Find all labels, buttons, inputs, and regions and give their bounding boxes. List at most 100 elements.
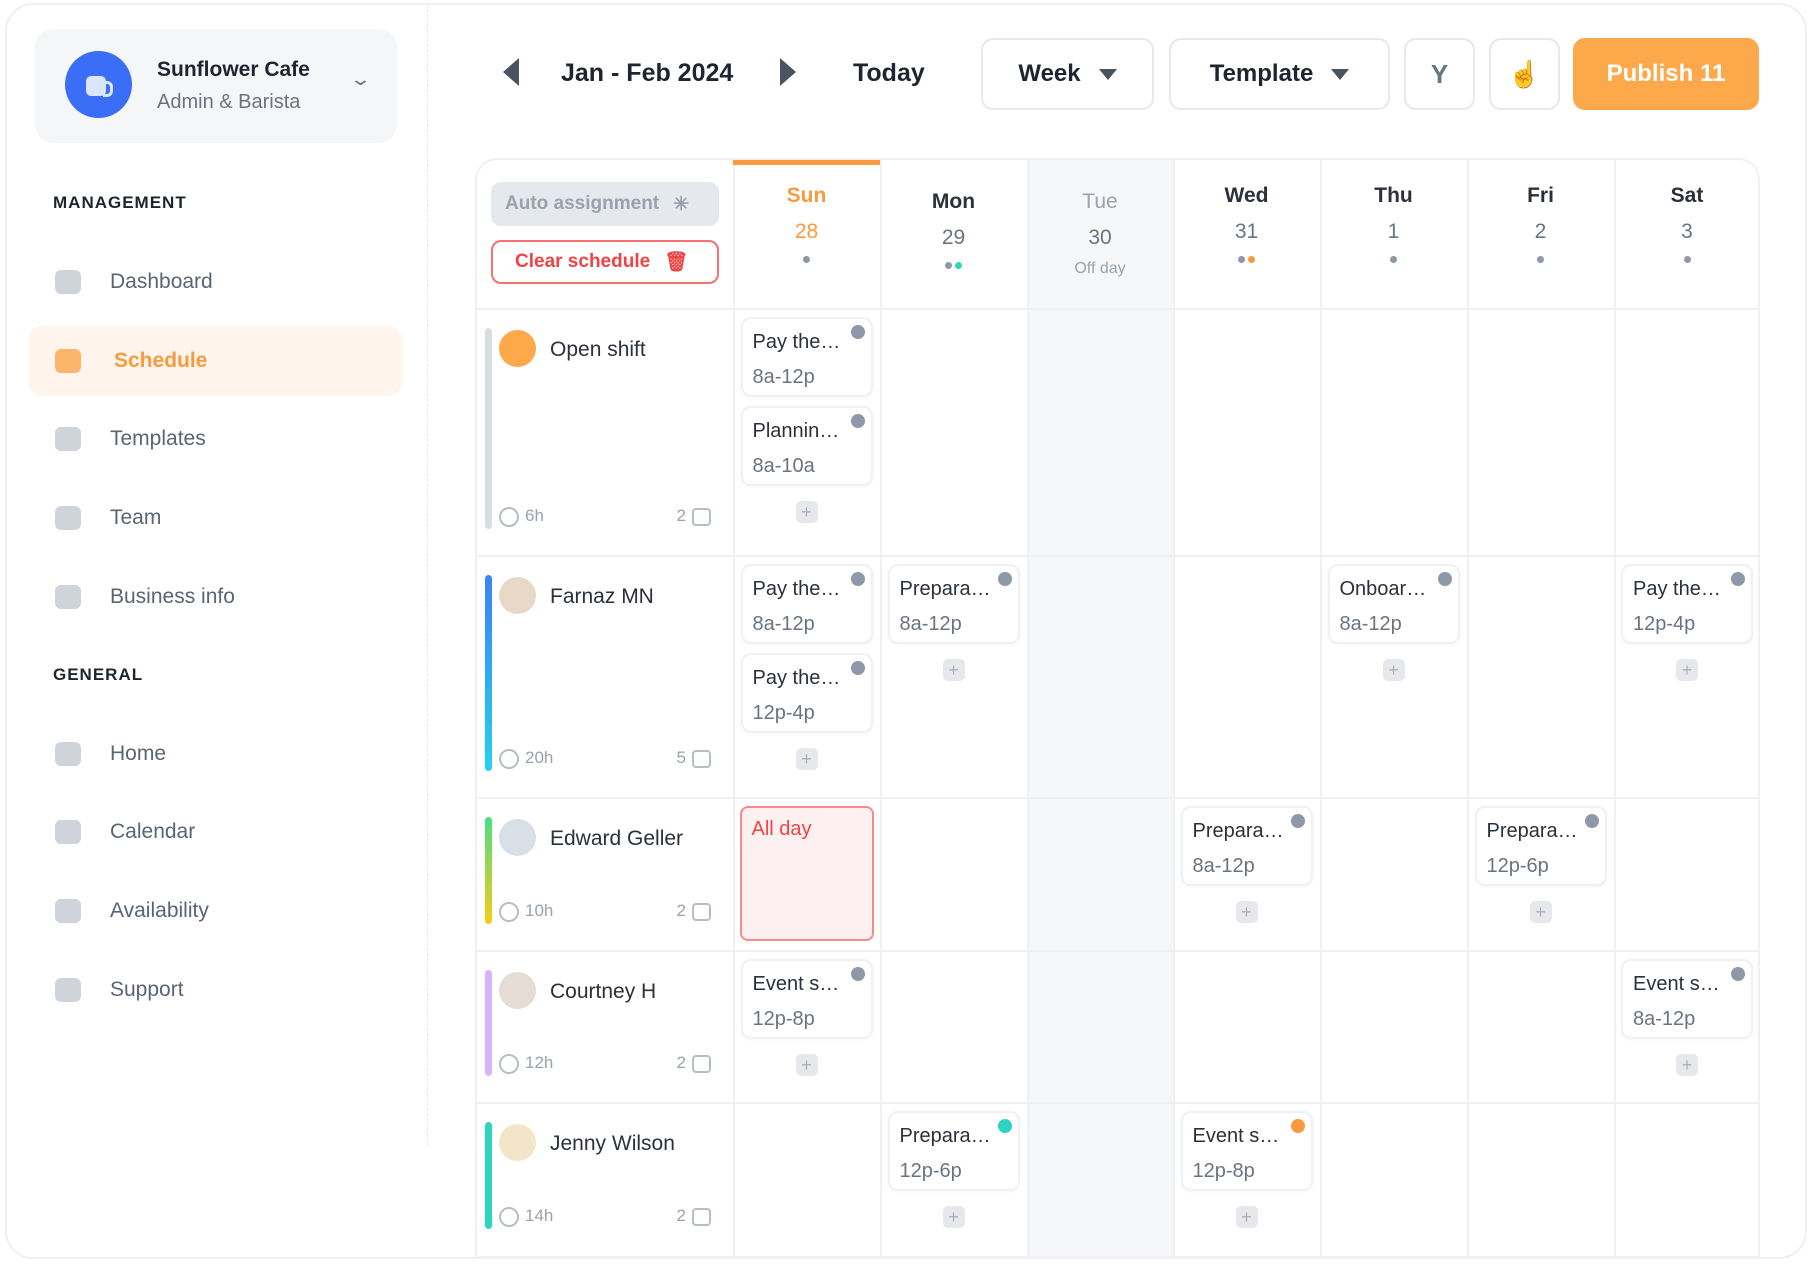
- sidebar-item-home[interactable]: Home: [28, 719, 402, 789]
- schedule-cell[interactable]: Event s… 8a-12p +: [1614, 950, 1758, 1102]
- schedule-cell[interactable]: Pay the… 8a-12p Pay the… 12p-4p +: [733, 555, 880, 797]
- employee-row-header[interactable]: Farnaz MN 20h 5: [477, 555, 735, 797]
- schedule-cell[interactable]: [1027, 797, 1173, 950]
- shift-card[interactable]: Event s… 8a-12p: [1621, 959, 1753, 1039]
- schedule-cell[interactable]: [1614, 797, 1758, 950]
- auto-assignment-button[interactable]: Auto assignment ✳: [491, 182, 719, 226]
- color-bar: [485, 817, 492, 924]
- shift-count: 2: [676, 901, 686, 921]
- schedule-cell[interactable]: [1467, 308, 1614, 555]
- schedule-cell[interactable]: [1173, 308, 1320, 555]
- schedule-cell[interactable]: Pay the… 8a-12p Plannin… 8a-10a +: [733, 308, 880, 555]
- today-button[interactable]: Today: [853, 59, 925, 87]
- sidebar-item-calendar[interactable]: Calendar: [28, 797, 402, 867]
- schedule-cell[interactable]: Onboar… 8a-12p +: [1320, 555, 1467, 797]
- sidebar-item-support[interactable]: Support: [28, 955, 402, 1025]
- day-header-sat[interactable]: Sat 3: [1614, 160, 1758, 308]
- schedule-cell[interactable]: [1027, 308, 1173, 555]
- day-header-wed[interactable]: Wed 31: [1173, 160, 1320, 308]
- shift-card[interactable]: Prepara… 8a-12p: [1180, 806, 1313, 886]
- date-range: Jan - Feb 2024: [561, 59, 734, 87]
- day-header-tue[interactable]: Tue 30 Off day: [1027, 160, 1173, 308]
- add-shift-button[interactable]: +: [795, 748, 818, 770]
- schedule-cell[interactable]: Prepara… 8a-12p +: [1173, 797, 1320, 950]
- day-header-fri[interactable]: Fri 2: [1467, 160, 1614, 308]
- add-shift-button[interactable]: +: [795, 501, 818, 523]
- shift-card[interactable]: Event s… 12p-8p: [740, 959, 873, 1039]
- schedule-cell[interactable]: [733, 1102, 880, 1255]
- prev-week-icon[interactable]: [503, 58, 519, 86]
- sidebar-item-availability[interactable]: Availability: [28, 876, 402, 946]
- sidebar-item-business-info[interactable]: Business info: [28, 562, 402, 632]
- employee-row-header[interactable]: Courtney H 12h 2: [477, 950, 735, 1102]
- workspace-switcher[interactable]: Sunflower Cafe Admin & Barista ⌄: [35, 29, 397, 143]
- day-header-sun[interactable]: Sun 28: [733, 160, 880, 308]
- schedule-cell[interactable]: [1320, 1102, 1467, 1255]
- employee-row-header[interactable]: Jenny Wilson 14h 2: [477, 1102, 735, 1255]
- schedule-cell[interactable]: Prepara… 12p-6p +: [880, 1102, 1027, 1255]
- touch-mode-button[interactable]: ☝: [1489, 38, 1560, 110]
- schedule-cell[interactable]: Pay the… 12p-4p +: [1614, 555, 1758, 797]
- sidebar-item-schedule[interactable]: Schedule: [28, 326, 402, 396]
- schedule-cell[interactable]: Prepara… 8a-12p +: [880, 555, 1027, 797]
- shift-time: 12p-4p: [752, 702, 815, 724]
- add-shift-button[interactable]: +: [1382, 659, 1405, 681]
- add-shift-button[interactable]: +: [1676, 659, 1698, 681]
- view-select[interactable]: Week: [981, 38, 1154, 110]
- day-header-thu[interactable]: Thu 1: [1320, 160, 1467, 308]
- shift-card[interactable]: Pay the… 12p-4p: [1621, 564, 1753, 644]
- shift-card[interactable]: Pay the… 8a-12p: [740, 564, 873, 644]
- add-shift-button[interactable]: +: [942, 659, 965, 681]
- schedule-cell[interactable]: [1027, 950, 1173, 1102]
- employee-row-header[interactable]: Edward Geller 10h 2: [477, 797, 735, 950]
- add-shift-button[interactable]: +: [942, 1206, 965, 1228]
- sidebar-item-templates[interactable]: Templates: [28, 404, 402, 474]
- shift-card[interactable]: Onboar… 8a-12p: [1327, 564, 1460, 644]
- shift-card[interactable]: Plannin… 8a-10a: [740, 406, 873, 486]
- schedule-cell[interactable]: [1614, 308, 1758, 555]
- schedule-cell[interactable]: Prepara… 12p-6p +: [1467, 797, 1614, 950]
- schedule-cell[interactable]: [880, 950, 1027, 1102]
- schedule-cell[interactable]: [1173, 950, 1320, 1102]
- sidebar-item-label: Schedule: [114, 349, 208, 372]
- clear-schedule-button[interactable]: Clear schedule 🗑: [491, 240, 719, 284]
- add-shift-button[interactable]: +: [795, 1054, 818, 1076]
- employee-row-header[interactable]: Open shift 6h 2: [477, 308, 735, 555]
- schedule-cell[interactable]: [1614, 1102, 1758, 1255]
- schedule-cell[interactable]: [880, 308, 1027, 555]
- schedule-cell[interactable]: [1320, 308, 1467, 555]
- shift-card[interactable]: Pay the… 8a-12p: [740, 317, 873, 397]
- template-select[interactable]: Template: [1169, 38, 1390, 110]
- schedule-cell[interactable]: [1027, 1102, 1173, 1255]
- schedule-cell[interactable]: [1173, 555, 1320, 797]
- day-header-mon[interactable]: Mon 29: [880, 160, 1027, 308]
- add-shift-button[interactable]: +: [1529, 901, 1552, 923]
- publish-button[interactable]: Publish 11: [1573, 38, 1759, 110]
- workspace-role: Admin & Barista: [157, 91, 301, 113]
- sidebar-item-dashboard[interactable]: Dashboard: [28, 247, 402, 317]
- sidebar-item-team[interactable]: Team: [28, 483, 402, 553]
- shift-card[interactable]: Pay the… 12p-4p: [740, 653, 873, 733]
- add-shift-button[interactable]: +: [1676, 1054, 1698, 1076]
- next-week-icon[interactable]: [780, 58, 796, 86]
- add-shift-button[interactable]: +: [1235, 1206, 1258, 1228]
- schedule-cell[interactable]: [1467, 1102, 1614, 1255]
- shift-card[interactable]: Prepara… 12p-6p: [1474, 806, 1607, 886]
- schedule-cell[interactable]: [1027, 555, 1173, 797]
- schedule-cell[interactable]: All day: [733, 797, 880, 950]
- filter-button[interactable]: Y: [1404, 38, 1475, 110]
- row-divider: [477, 797, 1758, 799]
- shift-title: Prepara…: [1486, 820, 1578, 842]
- schedule-cell[interactable]: [1467, 555, 1614, 797]
- schedule-cell[interactable]: Event s… 12p-8p +: [733, 950, 880, 1102]
- schedule-cell[interactable]: [880, 797, 1027, 950]
- schedule-cell[interactable]: Event s… 12p-8p +: [1173, 1102, 1320, 1255]
- schedule-cell[interactable]: [1320, 950, 1467, 1102]
- shift-card[interactable]: Event s… 12p-8p: [1180, 1111, 1313, 1191]
- schedule-cell[interactable]: [1467, 950, 1614, 1102]
- shift-card[interactable]: Prepara… 8a-12p: [887, 564, 1020, 644]
- shift-card[interactable]: Prepara… 12p-6p: [887, 1111, 1020, 1191]
- all-day-block[interactable]: All day: [739, 806, 874, 941]
- schedule-cell[interactable]: [1320, 797, 1467, 950]
- add-shift-button[interactable]: +: [1235, 901, 1258, 923]
